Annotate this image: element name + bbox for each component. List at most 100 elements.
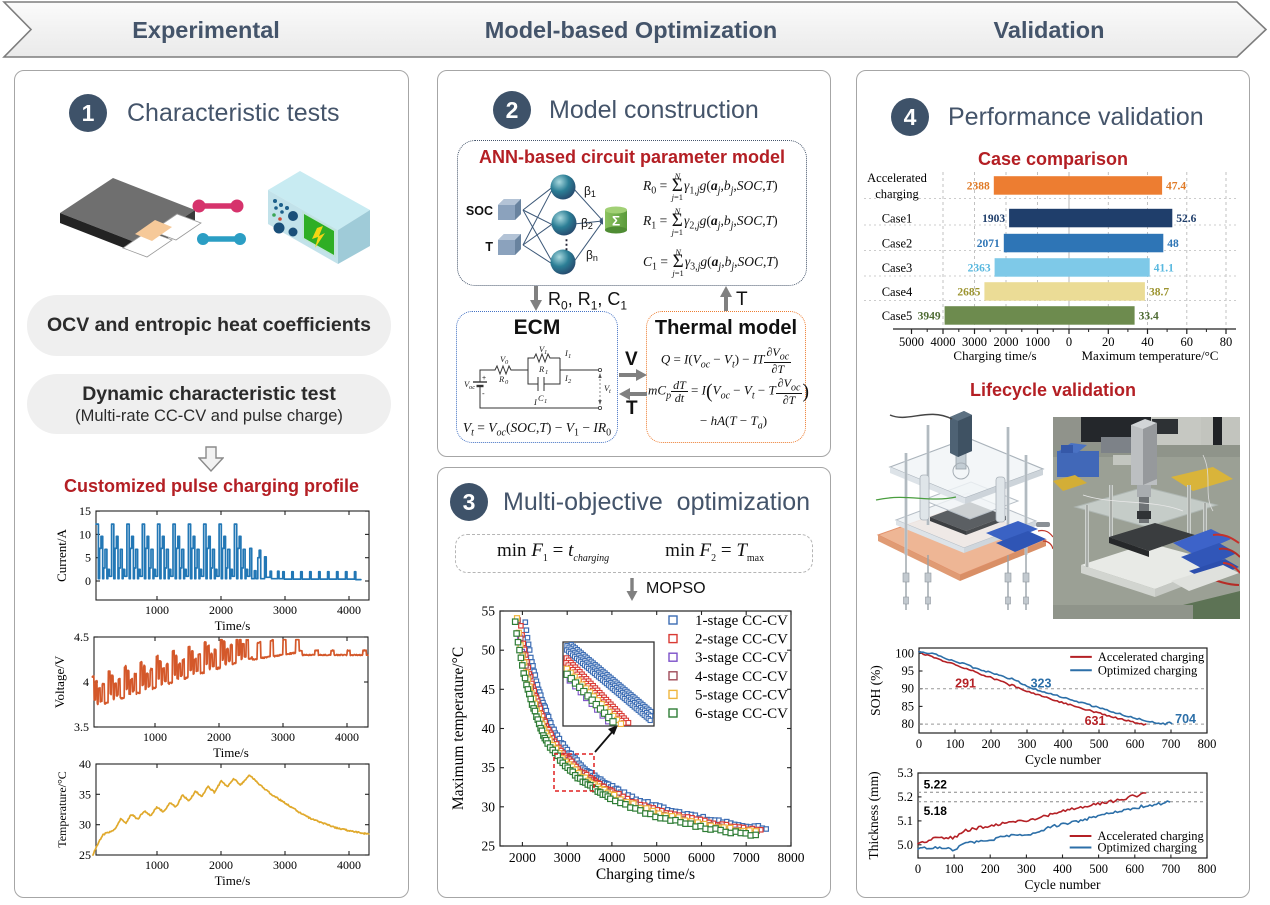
svg-text:4-stage CC-CV: 4-stage CC-CV [695, 669, 788, 685]
svg-text:Case5: Case5 [882, 309, 913, 323]
svg-text:3000: 3000 [554, 850, 581, 865]
svg-text:3000: 3000 [273, 603, 297, 617]
svg-text:4000: 4000 [931, 335, 956, 349]
svg-text:3000: 3000 [273, 858, 297, 872]
svg-text:5.0: 5.0 [897, 838, 913, 852]
svg-text:V: V [604, 383, 611, 393]
svg-text:600: 600 [1126, 737, 1145, 751]
svg-text:7000: 7000 [733, 850, 760, 865]
svg-text:t: t [609, 388, 611, 395]
svg-text:25: 25 [79, 848, 91, 862]
svg-text:2000: 2000 [207, 730, 231, 744]
svg-text:704: 704 [1175, 712, 1196, 726]
svg-text:700: 700 [1162, 862, 1181, 876]
svg-text:5.22: 5.22 [924, 778, 948, 792]
svg-text:V: V [464, 379, 471, 389]
svg-text:5.1: 5.1 [897, 814, 913, 828]
svg-text:I: I [564, 348, 569, 358]
svg-text:200: 200 [982, 737, 1001, 751]
svg-text:60: 60 [1181, 335, 1194, 349]
svg-text:6-stage CC-CV: 6-stage CC-CV [695, 706, 788, 722]
svg-text:oc: oc [469, 384, 475, 391]
svg-text:4: 4 [83, 675, 89, 689]
svg-text:800: 800 [1198, 737, 1217, 751]
svg-text:3000: 3000 [271, 730, 295, 744]
svg-text:100: 100 [946, 737, 965, 751]
svg-text:Optimized charging: Optimized charging [1098, 663, 1198, 677]
svg-text:5.18: 5.18 [924, 804, 948, 818]
svg-text:100: 100 [895, 646, 914, 660]
svg-text:2388: 2388 [967, 181, 990, 193]
svg-text:291: 291 [955, 677, 976, 691]
svg-text:631: 631 [1085, 714, 1106, 728]
svg-text:80: 80 [902, 717, 915, 731]
svg-text:45: 45 [482, 682, 496, 697]
svg-text:3-stage CC-CV: 3-stage CC-CV [695, 650, 788, 666]
svg-text:⋮: ⋮ [560, 237, 573, 252]
svg-text:90: 90 [902, 682, 915, 696]
svg-text:Experimental: Experimental [132, 17, 280, 43]
svg-text:3000: 3000 [962, 335, 987, 349]
svg-text:1: 1 [544, 398, 547, 405]
svg-text:0: 0 [915, 862, 921, 876]
svg-text:300: 300 [1017, 862, 1036, 876]
svg-text:V: V [500, 354, 507, 364]
svg-text:20: 20 [1102, 335, 1115, 349]
svg-text:Maximum temperature/°C: Maximum temperature/°C [1082, 348, 1219, 363]
svg-text:55: 55 [482, 604, 496, 619]
svg-text:Voltage/V: Voltage/V [52, 655, 67, 708]
svg-text:R: R [498, 374, 505, 384]
svg-text:0: 0 [85, 574, 91, 588]
svg-text:2000: 2000 [509, 850, 536, 865]
svg-text:Current/A: Current/A [54, 529, 69, 582]
svg-text:Cycle number: Cycle number [1024, 877, 1101, 892]
svg-text:200: 200 [981, 862, 1000, 876]
svg-text:R: R [538, 364, 545, 374]
svg-text:400: 400 [1053, 862, 1072, 876]
svg-text:I: I [533, 397, 538, 407]
svg-text:50: 50 [482, 643, 496, 658]
svg-text:52.6: 52.6 [1176, 213, 1196, 225]
svg-text:βn: βn [586, 248, 598, 263]
svg-text:I: I [564, 373, 569, 383]
svg-text:4000: 4000 [337, 603, 361, 617]
svg-text:40: 40 [482, 721, 496, 736]
svg-text:1: 1 [544, 349, 547, 356]
svg-text:30: 30 [79, 818, 91, 832]
svg-text:30: 30 [482, 799, 496, 814]
svg-text:40: 40 [79, 757, 91, 771]
svg-text:400: 400 [1054, 737, 1073, 751]
svg-text:Charging time/s: Charging time/s [953, 348, 1036, 363]
svg-text:Thickness (mm): Thickness (mm) [866, 771, 881, 859]
svg-text:Charging time/s: Charging time/s [596, 866, 695, 883]
svg-text:48: 48 [1167, 238, 1179, 250]
svg-text:2071: 2071 [977, 238, 1000, 250]
svg-text:Accelerated charging: Accelerated charging [1098, 829, 1205, 843]
svg-text:700: 700 [1162, 737, 1181, 751]
svg-text:35: 35 [79, 787, 91, 801]
svg-text:C: C [538, 393, 544, 403]
svg-text:2000: 2000 [209, 603, 233, 617]
svg-text:2-stage CC-CV: 2-stage CC-CV [695, 632, 788, 648]
svg-text:25: 25 [482, 839, 496, 854]
svg-text:Accelerated: Accelerated [867, 171, 927, 185]
svg-text:SOH (%): SOH (%) [868, 665, 883, 716]
svg-text:V: V [539, 346, 546, 354]
svg-text:33.4: 33.4 [1139, 311, 1159, 323]
svg-text:Case2: Case2 [882, 237, 913, 251]
svg-text:10: 10 [79, 527, 91, 541]
svg-text:Cycle number: Cycle number [1025, 752, 1102, 767]
svg-text:Validation: Validation [994, 17, 1105, 43]
svg-text:Case4: Case4 [882, 285, 913, 299]
svg-text:Σ: Σ [612, 214, 620, 229]
svg-text:1000: 1000 [145, 603, 169, 617]
svg-text:Accelerated charging: Accelerated charging [1098, 650, 1205, 664]
svg-text:2: 2 [568, 378, 572, 385]
svg-text:300: 300 [1018, 737, 1037, 751]
svg-text:800: 800 [1198, 862, 1217, 876]
svg-text:0: 0 [505, 359, 509, 366]
svg-text:5000: 5000 [643, 850, 670, 865]
svg-text:500: 500 [1090, 737, 1109, 751]
svg-text:β1: β1 [584, 184, 596, 199]
svg-text:Case3: Case3 [882, 261, 913, 275]
